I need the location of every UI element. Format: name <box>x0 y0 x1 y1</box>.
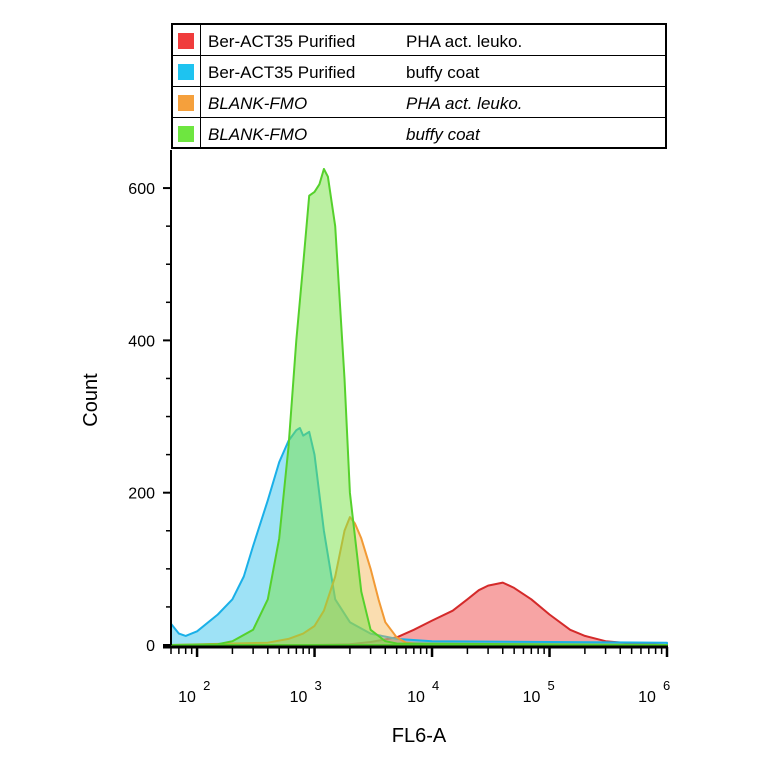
x-axis-title: FL6-A <box>392 725 447 747</box>
series-layer <box>170 168 668 646</box>
legend-item-name: Ber-ACT35 Purified <box>208 32 356 51</box>
y-tick-label: 200 <box>128 486 155 503</box>
y-axis-title: Count <box>80 373 102 427</box>
legend: Ber-ACT35 Purified PHA act. leuko. Ber-A… <box>171 23 667 149</box>
x-tick-exponent: 6 <box>663 678 670 693</box>
legend-item-name: BLANK-FMO <box>208 94 308 113</box>
y-tick-label: 400 <box>128 333 155 350</box>
legend-swatch-orange <box>178 95 194 111</box>
x-tick-label: 10 <box>638 689 656 706</box>
x-tick-exponent: 2 <box>203 678 210 693</box>
x-tick-label: 10 <box>290 689 308 706</box>
x-tick-exponent: 5 <box>548 678 555 693</box>
x-tick-label: 10 <box>523 689 541 706</box>
legend-item-condition: PHA act. leuko. <box>406 94 523 113</box>
x-tick-exponent: 4 <box>432 678 439 693</box>
x-tick-label: 10 <box>407 689 425 706</box>
x-tick-label: 10 <box>178 689 196 706</box>
y-tick-label: 0 <box>146 638 155 655</box>
legend-item-condition: PHA act. leuko. <box>406 32 523 51</box>
x-tick-exponent: 3 <box>315 678 322 693</box>
legend-swatch-red <box>178 33 194 49</box>
series-area-1 <box>170 427 668 646</box>
legend-swatch-blue <box>178 64 194 80</box>
legend-item: Ber-ACT35 Purified PHA act. leuko. <box>173 25 665 56</box>
legend-item: BLANK-FMO PHA act. leuko. <box>173 87 665 118</box>
legend-item-condition: buffy coat <box>406 125 480 144</box>
series-area-3 <box>170 168 668 646</box>
legend-swatch-green <box>178 126 194 142</box>
legend-item-condition: buffy coat <box>406 63 480 82</box>
y-tick-label: 600 <box>128 181 155 198</box>
legend-item-name: Ber-ACT35 Purified <box>208 63 356 82</box>
axes-layer: 0 200 400 600 10 2 10 3 10 4 10 5 10 6 <box>128 150 670 706</box>
legend-item: Ber-ACT35 Purified buffy coat <box>173 56 665 87</box>
legend-item: BLANK-FMO buffy coat <box>173 118 665 149</box>
legend-item-name: BLANK-FMO <box>208 125 308 144</box>
